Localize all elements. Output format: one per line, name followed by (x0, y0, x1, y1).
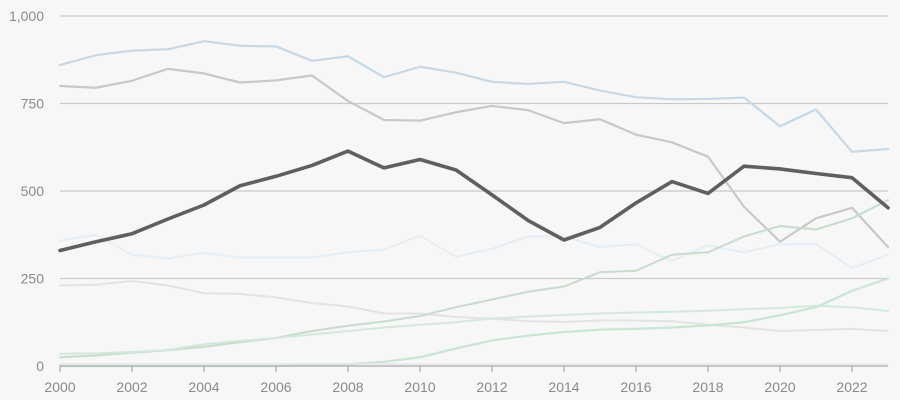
x-tick-label: 2018 (692, 379, 723, 395)
x-axis-tick-labels: 2000 2002 2004 2006 2008 2010 2012 2014 2016 2018… (44, 379, 867, 395)
x-tick-label: 2020 (764, 379, 795, 395)
x-tick-label: 2014 (548, 379, 579, 395)
y-tick-label: 500 (21, 183, 45, 199)
x-tick-label: 2012 (476, 379, 507, 395)
x-tick-label: 2002 (116, 379, 147, 395)
y-tick-label: 250 (21, 271, 45, 287)
series-line-9 (58, 149, 890, 253)
series-line-4 (59, 279, 889, 332)
x-tick-label: 2022 (836, 379, 867, 395)
grid-lines (60, 15, 888, 280)
y-tick-label: 0 (36, 358, 44, 374)
y-axis-tick-labels: 0 250 500 750 1,000 (9, 8, 44, 374)
x-axis (59, 365, 888, 372)
x-tick-label: 2008 (332, 379, 363, 395)
y-tick-label: 1,000 (9, 8, 44, 24)
series-line-3 (59, 233, 889, 269)
x-tick-label: 2006 (260, 379, 291, 395)
series-line-7 (58, 277, 890, 368)
x-tick-label: 2004 (188, 379, 219, 395)
x-tick-label: 2016 (620, 379, 651, 395)
series-lines (58, 40, 890, 368)
x-tick-label: 2010 (404, 379, 435, 395)
y-tick-label: 750 (21, 96, 45, 112)
series-line-6 (59, 304, 889, 355)
x-tick-label: 2000 (44, 379, 75, 395)
series-line-5 (59, 199, 889, 359)
series-line-2 (58, 67, 890, 249)
series-line-1 (58, 40, 890, 153)
